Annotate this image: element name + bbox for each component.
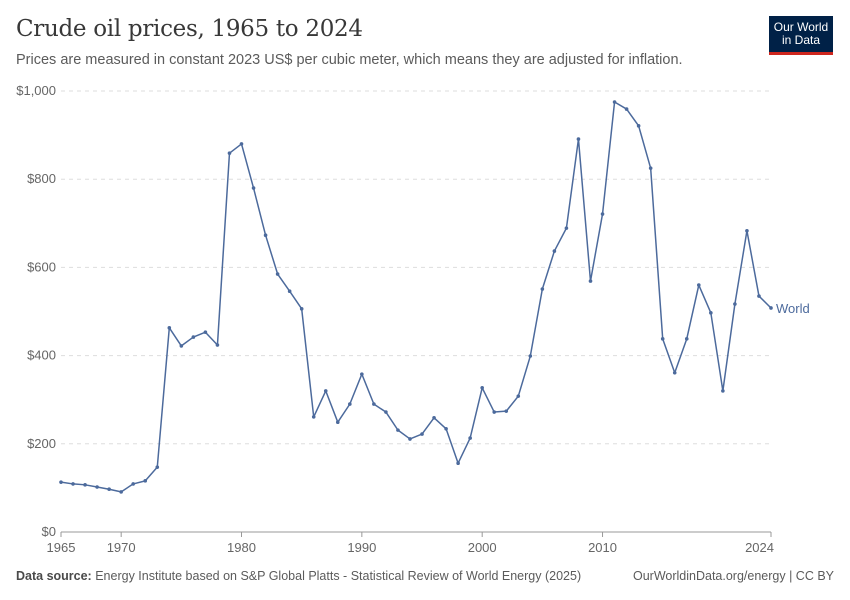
data-point: [516, 394, 521, 398]
x-tick-label: 2024: [745, 540, 774, 555]
data-point: [384, 410, 388, 414]
data-point: [624, 107, 629, 111]
data-point: [311, 415, 316, 419]
data-point: [251, 186, 256, 190]
x-tick-label: 1970: [107, 540, 136, 555]
y-tick-label: $0: [42, 524, 56, 539]
data-point: [215, 343, 220, 347]
data-point: [396, 428, 400, 432]
chart-title: Crude oil prices, 1965 to 2024: [16, 16, 363, 42]
x-tick-label: 2000: [468, 540, 497, 555]
data-point: [769, 306, 773, 310]
data-point: [323, 389, 328, 393]
y-tick-label: $200: [27, 436, 56, 451]
credit-link[interactable]: OurWorldinData.org/energy | CC BY: [632, 569, 834, 583]
owid-logo[interactable]: Our World in Data: [769, 16, 833, 55]
x-tick-label: 2010: [588, 540, 617, 555]
data-point: [588, 279, 593, 283]
data-point: [480, 385, 484, 390]
data-point: [420, 432, 424, 436]
data-point: [504, 409, 509, 413]
data-point: [444, 427, 448, 431]
data-point: [600, 212, 605, 216]
data-point: [672, 370, 677, 375]
data-point: [721, 389, 725, 393]
data-point: [167, 326, 172, 330]
series-line-world: [60, 101, 772, 493]
data-point: [564, 226, 569, 230]
data-point: [684, 337, 689, 341]
data-point: [733, 302, 737, 306]
series-label: World: [776, 301, 810, 316]
data-point: [287, 289, 292, 294]
data-point: [408, 437, 412, 441]
x-tick-label: 1990: [347, 540, 376, 555]
data-point: [83, 483, 87, 487]
data-point: [131, 482, 136, 486]
data-point: [239, 142, 244, 146]
data-point: [71, 482, 75, 486]
data-point: [191, 335, 196, 339]
data-point: [335, 420, 340, 424]
x-tick-label: 1980: [227, 540, 256, 555]
data-point: [576, 137, 581, 141]
x-tick-label: 1965: [47, 540, 76, 555]
source-label: Data source:: [16, 569, 92, 583]
data-point: [59, 480, 63, 484]
data-point: [648, 166, 653, 170]
data-point: [372, 402, 376, 406]
data-point: [492, 410, 497, 414]
data-point: [107, 487, 111, 492]
chart-subtitle: Prices are measured in constant 2023 US$…: [16, 52, 683, 68]
data-point: [263, 233, 268, 238]
data-point: [456, 461, 460, 466]
data-point: [709, 311, 713, 315]
data-point: [636, 124, 641, 128]
data-point: [275, 272, 280, 276]
data-point: [95, 485, 99, 489]
data-point: [227, 151, 232, 155]
y-tick-label: $800: [27, 171, 56, 186]
data-point: [552, 249, 557, 253]
data-point: [612, 100, 617, 104]
data-point: [299, 307, 304, 311]
data-point: [468, 436, 472, 440]
y-tick-label: $600: [27, 259, 56, 274]
data-point: [119, 490, 123, 494]
data-point: [540, 287, 545, 291]
data-point: [660, 337, 665, 341]
data-point: [143, 479, 148, 483]
data-point: [696, 283, 701, 287]
data-point: [155, 465, 160, 469]
source-text[interactable]: Energy Institute based on S&P Global Pla…: [95, 569, 582, 583]
data-point: [528, 354, 533, 358]
data-source: Data source: Energy Institute based on S…: [16, 569, 581, 583]
data-point: [179, 344, 184, 348]
data-point: [360, 372, 364, 376]
data-point: [757, 294, 761, 298]
data-point: [203, 330, 208, 335]
y-tick-label: $400: [27, 348, 56, 363]
y-tick-label: $1,000: [16, 83, 56, 98]
data-point: [348, 402, 352, 406]
data-point: [432, 415, 436, 420]
data-point: [745, 228, 749, 233]
